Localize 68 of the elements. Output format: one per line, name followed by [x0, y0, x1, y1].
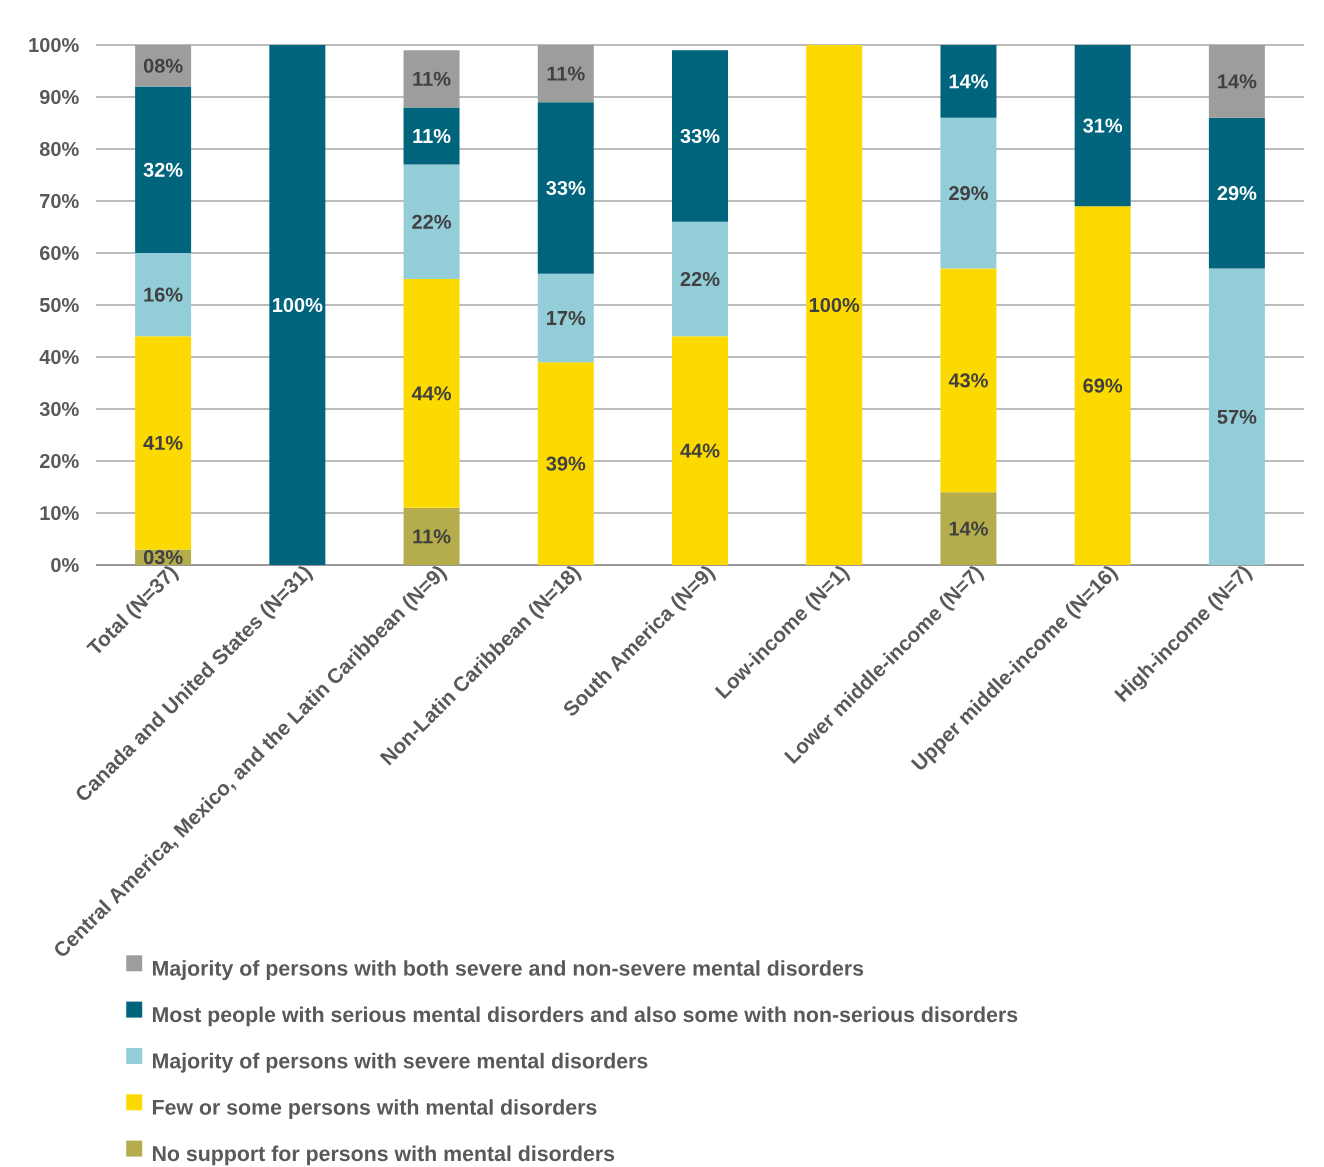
data-label: 29% — [949, 186, 988, 201]
bar — [403, 279, 460, 508]
bar — [940, 492, 997, 565]
y-tick-label: 80% — [39, 141, 79, 157]
bar — [135, 86, 192, 253]
data-label: 41% — [143, 435, 183, 450]
bar — [269, 45, 326, 565]
y-tick-label: 20% — [39, 453, 79, 469]
data-label: 11% — [547, 66, 585, 81]
bar — [403, 507, 460, 565]
bar — [403, 164, 460, 279]
bar — [537, 273, 594, 363]
bar — [672, 221, 728, 337]
data-label: 14% — [1218, 74, 1257, 89]
bar — [1208, 268, 1265, 565]
y-tick-label: 40% — [39, 349, 79, 365]
bar — [672, 50, 728, 222]
y-tick-label: 0% — [51, 557, 79, 573]
legend-label: Majority of persons with both severe and non-severe mental disorders — [152, 960, 864, 981]
data-label: 57% — [1217, 409, 1257, 424]
data-label: 100% — [273, 297, 323, 313]
data-label: 08% — [143, 58, 183, 73]
data-label: 44% — [411, 386, 452, 401]
y-tick-label: 50% — [39, 297, 79, 313]
data-label: 03% — [143, 550, 183, 565]
data-label: 44% — [680, 443, 720, 458]
data-label: 11% — [413, 128, 451, 144]
data-label: 33% — [680, 128, 720, 144]
data-label: 16% — [144, 287, 183, 302]
bar — [1208, 117, 1265, 269]
data-label: 11% — [413, 529, 451, 544]
y-tick-label: 90% — [39, 89, 79, 105]
data-label: 29% — [1217, 186, 1257, 201]
legend-label: Majority of persons with severe mental disorders — [152, 1052, 648, 1073]
bar — [940, 117, 997, 269]
bar — [537, 102, 594, 274]
data-label: 33% — [546, 180, 586, 196]
bar — [403, 107, 460, 165]
bar — [1074, 45, 1131, 207]
data-label: 11% — [413, 71, 451, 86]
bar — [940, 268, 997, 493]
y-tick-label: 60% — [39, 245, 79, 261]
data-label: 14% — [949, 74, 988, 89]
legend-label: No support for persons with mental disorders — [152, 1145, 615, 1166]
bar — [537, 362, 594, 565]
data-label: 14% — [949, 521, 988, 536]
data-label: 32% — [143, 162, 183, 177]
bar — [1074, 206, 1131, 565]
bar — [403, 50, 460, 108]
bar — [135, 336, 192, 550]
legend-label: Few or some persons with mental disorders — [152, 1099, 597, 1120]
bar — [672, 336, 728, 565]
y-tick-label: 10% — [40, 505, 79, 521]
data-label: 22% — [680, 271, 720, 287]
data-label: 100% — [809, 297, 860, 313]
y-tick-label: 30% — [39, 401, 79, 417]
data-label: 69% — [1083, 378, 1123, 393]
bar — [940, 45, 997, 118]
data-label: 22% — [412, 214, 452, 229]
legend-label: Most people with serious mental disorders and also some with non-serious disorders — [152, 1006, 1018, 1027]
data-label: 31% — [1083, 118, 1123, 133]
data-label: 17% — [547, 310, 586, 326]
y-tick-label: 100% — [29, 37, 79, 53]
bar — [806, 45, 863, 565]
data-label: 39% — [546, 456, 586, 471]
data-label: 43% — [948, 373, 988, 388]
bar — [135, 253, 192, 337]
y-tick-label: 70% — [40, 193, 79, 209]
